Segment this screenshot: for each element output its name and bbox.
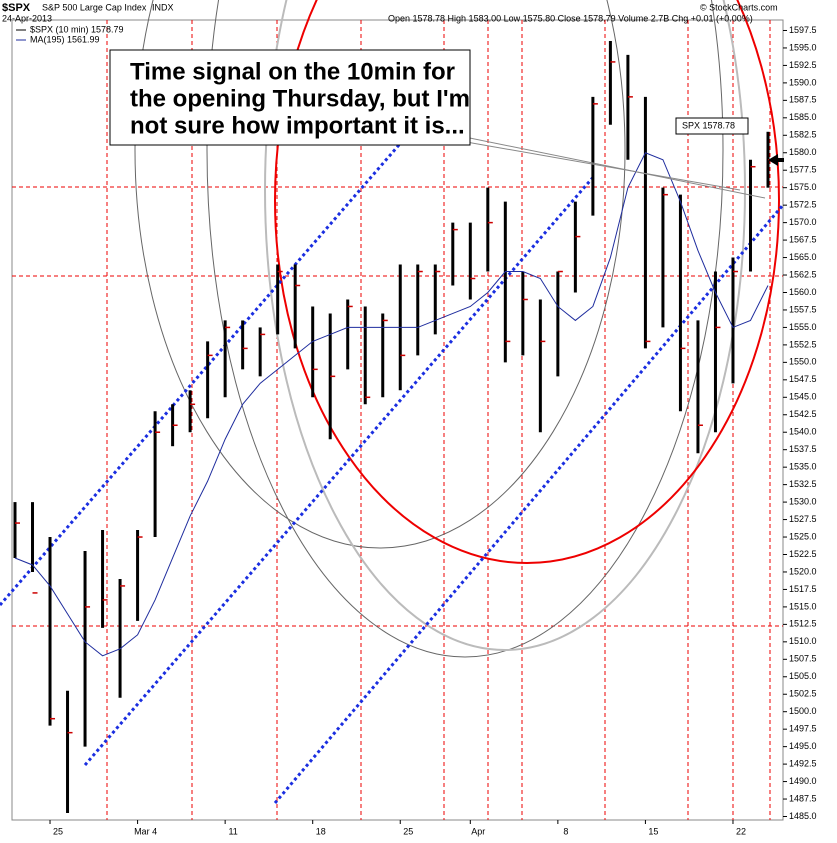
- y-tick-label: 1567.5: [789, 234, 817, 244]
- ellipses: [134, 0, 780, 658]
- chart-title: S&P 500 Large Cap Index: [42, 2, 147, 12]
- x-tick-label: 15: [648, 826, 658, 836]
- y-tick-label: 1487.5: [789, 793, 817, 803]
- x-tick-label: Apr: [471, 826, 485, 836]
- x-tick-label: 8: [563, 826, 568, 836]
- y-tick-label: 1485.0: [789, 811, 817, 821]
- last-box: [675, 117, 749, 135]
- x-tick-label: 11: [228, 826, 237, 836]
- y-tick-label: 1592.5: [789, 60, 817, 70]
- y-tick-label: 1560.0: [789, 287, 817, 297]
- pointer: [454, 134, 766, 199]
- credit: © StockCharts.com: [700, 2, 778, 12]
- y-tick-label: 1565.0: [789, 252, 817, 262]
- x-tick-label: 22: [736, 826, 746, 836]
- y-tick-label: 1535.0: [789, 462, 817, 472]
- y-tick-label: 1562.5: [789, 269, 817, 279]
- vertical-guides: [12, 20, 783, 820]
- y-tick-label: 1540.0: [789, 427, 817, 437]
- legend-entry: $SPX (10 min) 1578.79: [30, 24, 124, 34]
- symbol: $SPX: [2, 2, 31, 14]
- y-tick-label: 1537.5: [789, 444, 817, 454]
- y-tick-label: 1532.5: [789, 479, 817, 489]
- y-tick-label: 1502.5: [789, 689, 817, 699]
- y-tick-label: 1527.5: [789, 514, 817, 524]
- y-tick-label: 1497.5: [789, 724, 817, 734]
- y-tick-label: 1590.0: [789, 77, 817, 87]
- y-tick-label: 1575.0: [789, 182, 817, 192]
- y-tick-label: 1550.0: [789, 357, 817, 367]
- y-tick-label: 1492.5: [789, 758, 817, 768]
- y-tick-label: 1557.5: [789, 304, 817, 314]
- moving-average: [14, 152, 769, 657]
- y-tick-label: 1587.5: [789, 95, 817, 105]
- annotation: not sure how important it is...: [130, 112, 465, 139]
- y-tick-label: 1512.5: [789, 619, 817, 629]
- exchange: INDX: [152, 2, 174, 12]
- y-tick-label: 1542.5: [789, 409, 817, 419]
- date: 24-Apr-2013: [2, 13, 52, 23]
- plot-area: [11, 19, 784, 821]
- y-tick-label: 1570.0: [789, 217, 817, 227]
- y-tick-label: 1495.0: [789, 741, 817, 751]
- last-label: SPX 1578.78: [682, 120, 735, 130]
- y-tick-label: 1522.5: [789, 549, 817, 559]
- y-tick-label: 1580.0: [789, 147, 817, 157]
- y-tick-label: 1525.0: [789, 531, 817, 541]
- y-tick-label: 1530.0: [789, 496, 817, 506]
- y-tick-label: 1555.0: [789, 322, 817, 332]
- y-tick-label: 1597.5: [789, 25, 817, 35]
- y-tick-label: 1520.0: [789, 566, 817, 576]
- x-tick-label: 25: [403, 826, 413, 836]
- annotation: Time signal on the 10min for: [130, 58, 455, 85]
- y-tick-label: 1547.5: [789, 374, 817, 384]
- y-tick-label: 1507.5: [789, 654, 817, 664]
- x-tick-label: Mar 4: [134, 826, 157, 836]
- arrow: [768, 154, 784, 166]
- y-tick-label: 1500.0: [789, 706, 817, 716]
- y-tick-label: 1595.0: [789, 42, 817, 52]
- y-tick-label: 1545.0: [789, 392, 817, 402]
- quote: Open 1578.78 High 1583.00 Low 1575.80 Cl…: [388, 13, 753, 23]
- annotation-box: [109, 49, 471, 146]
- y-tick-label: 1552.5: [789, 339, 817, 349]
- annotation: the opening Thursday, but I'm: [130, 85, 470, 112]
- y-tick-label: 1585.0: [789, 112, 817, 122]
- y-tick-label: 1582.5: [789, 130, 817, 140]
- y-tick-label: 1490.0: [789, 776, 817, 786]
- y-tick-label: 1572.5: [789, 200, 817, 210]
- y-tick-label: 1510.0: [789, 636, 817, 646]
- y-tick-label: 1505.0: [789, 671, 817, 681]
- legend-entry: MA(195) 1561.99: [30, 34, 100, 44]
- x-tick-label: 18: [316, 826, 326, 836]
- y-tick-label: 1517.5: [789, 584, 817, 594]
- y-tick-label: 1515.0: [789, 601, 817, 611]
- x-tick-label: 25: [53, 826, 63, 836]
- y-tick-label: 1577.5: [789, 165, 817, 175]
- pointer: [454, 139, 741, 191]
- channels: [0, 137, 785, 804]
